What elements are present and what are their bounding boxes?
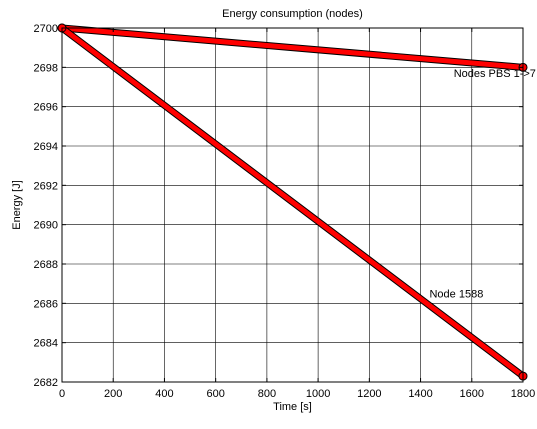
x-tick-label: 1800: [511, 388, 535, 400]
annotation-layer: Nodes PBS 1->7 Node 1588: [429, 68, 535, 300]
x-tick-label: 1000: [306, 388, 330, 400]
y-axis-label: Energy [J]: [11, 180, 23, 230]
x-tick-label: 400: [155, 388, 173, 400]
y-tick-label: 2694: [34, 141, 58, 153]
y-tick-label: 2690: [34, 220, 58, 232]
series-annotation: Node 1588: [429, 288, 483, 300]
chart-title: Energy consumption (nodes): [222, 8, 363, 20]
y-tick-label: 2700: [34, 23, 58, 35]
y-tick-label: 2696: [34, 102, 58, 114]
x-tick-label: 1400: [408, 388, 432, 400]
series-annotation: Nodes PBS 1->7: [454, 68, 536, 80]
y-tick-label: 2688: [34, 259, 58, 271]
grid-layer: [62, 28, 523, 382]
series-2-line: [59, 25, 526, 379]
y-tick-label: 2684: [34, 338, 58, 350]
tick-layer: 0 200 400 600 800 1000 1200 1400 1600 1800 2682 268…: [34, 23, 536, 400]
x-axis-label: Time [s]: [273, 401, 312, 413]
y-tick-label: 2686: [34, 298, 58, 310]
x-tick-label: 1600: [460, 388, 484, 400]
plot-frame: [61, 27, 524, 383]
series-1-line: [59, 25, 526, 70]
x-tick-label: 1200: [357, 388, 381, 400]
x-tick-label: 200: [104, 388, 122, 400]
y-tick-label: 2698: [34, 62, 58, 74]
y-tick-label: 2682: [34, 377, 58, 389]
series-layer: [57, 23, 528, 381]
x-tick-label: 600: [206, 388, 224, 400]
x-tick-label: 0: [59, 388, 65, 400]
y-tick-label: 2692: [34, 180, 58, 192]
x-tick-label: 800: [258, 388, 276, 400]
